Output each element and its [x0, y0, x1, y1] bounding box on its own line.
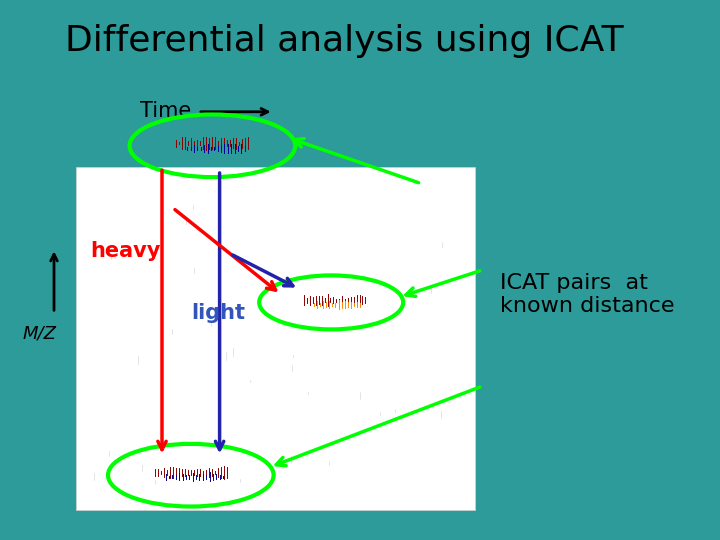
- Text: light: light: [191, 303, 245, 323]
- Text: heavy: heavy: [90, 241, 161, 261]
- FancyBboxPatch shape: [76, 167, 475, 510]
- Text: Differential analysis using ICAT: Differential analysis using ICAT: [65, 24, 624, 58]
- Text: M/Z: M/Z: [22, 324, 57, 342]
- Text: ICAT pairs  at
known distance: ICAT pairs at known distance: [500, 273, 675, 316]
- Text: Time: Time: [140, 100, 192, 121]
